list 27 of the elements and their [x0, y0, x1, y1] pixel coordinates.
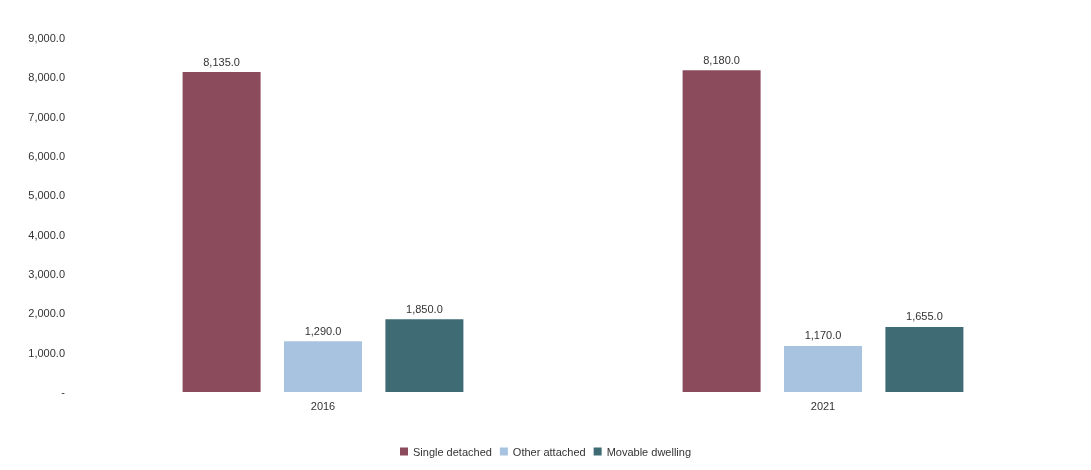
y-tick-label: 8,000.0: [28, 71, 65, 84]
legend-label: Single detached: [412, 445, 492, 458]
data-label: 8,180.0: [703, 53, 740, 66]
data-label: 1,290.0: [304, 324, 342, 337]
x-tick-label: 2021: [810, 399, 836, 412]
y-tick-label: 2,000.0: [28, 307, 65, 320]
y-tick-label: 4,000.0: [28, 228, 65, 241]
data-label: 1,655.0: [906, 310, 943, 323]
bar: [682, 70, 761, 392]
x-tick-label: 2016: [310, 399, 336, 412]
bar: [885, 326, 964, 392]
y-tick-label: 6,000.0: [28, 150, 65, 162]
y-tick-label: 1,000.0: [28, 346, 65, 359]
data-label: 8,135.0: [203, 55, 240, 68]
y-tick-label: 7,000.0: [28, 110, 65, 123]
y-tick-label: 3,000.0: [28, 268, 65, 280]
legend-label: Movable dwelling: [606, 445, 692, 458]
data-label: 1,850.0: [406, 302, 443, 315]
data-label: 1,170.0: [804, 329, 842, 342]
bar: [385, 319, 464, 392]
y-tick-label: -: [61, 386, 66, 398]
bar: [284, 341, 362, 392]
bar: [784, 345, 862, 392]
y-tick-label: 9,000.0: [28, 32, 65, 44]
y-tick-label: 5,000.0: [28, 189, 65, 202]
bar: [182, 72, 261, 392]
legend-label: Other attached: [512, 445, 586, 458]
